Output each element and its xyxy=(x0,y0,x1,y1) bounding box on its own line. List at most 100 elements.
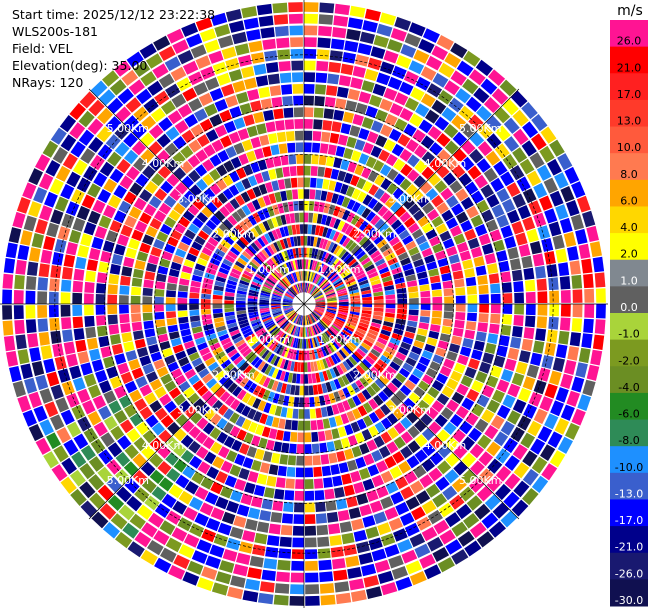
range-gate xyxy=(256,329,267,338)
range-gate xyxy=(342,329,352,337)
range-gate xyxy=(295,142,304,153)
range-gate xyxy=(318,226,325,237)
range-gate xyxy=(333,157,343,169)
range-gate xyxy=(356,327,367,335)
range-gate xyxy=(264,181,274,193)
range-gate xyxy=(202,283,213,290)
range-gate xyxy=(344,448,354,460)
range-gate xyxy=(132,470,148,485)
range-gate xyxy=(399,107,414,122)
range-gate xyxy=(387,257,398,266)
range-gate xyxy=(153,530,170,546)
range-gate xyxy=(215,276,227,283)
range-gate xyxy=(310,236,315,247)
range-gate xyxy=(427,509,443,525)
range-gate xyxy=(281,513,293,524)
range-gate xyxy=(243,365,253,376)
range-gate xyxy=(296,314,301,325)
range-gate xyxy=(251,341,261,350)
range-gate xyxy=(111,253,124,266)
range-gate xyxy=(529,152,545,169)
range-gate xyxy=(385,346,396,356)
range-gate xyxy=(253,343,263,353)
range-gate xyxy=(57,226,71,241)
range-gate xyxy=(295,248,299,258)
range-gate xyxy=(348,316,359,322)
range-gate xyxy=(368,329,379,337)
range-gate xyxy=(282,301,293,304)
range-gate xyxy=(283,250,290,261)
range-gate xyxy=(222,341,234,350)
range-gate xyxy=(468,69,486,86)
range-gate xyxy=(307,271,311,282)
range-gate xyxy=(334,415,344,427)
range-gate xyxy=(250,284,261,290)
range-gate xyxy=(73,268,85,281)
range-gate xyxy=(50,127,67,145)
range-gate xyxy=(461,397,475,411)
range-gate xyxy=(190,280,201,288)
range-gate xyxy=(328,393,336,404)
range-gate xyxy=(126,428,141,443)
range-gate xyxy=(96,126,113,143)
range-gate xyxy=(257,360,266,371)
range-gate xyxy=(277,559,291,571)
range-gate xyxy=(156,366,169,378)
azimuth-spoke xyxy=(88,88,305,305)
range-gate xyxy=(299,283,303,293)
range-gate xyxy=(95,283,107,294)
range-gate xyxy=(271,304,281,306)
range-gate xyxy=(360,342,371,351)
range-gate xyxy=(477,322,488,333)
range-gate xyxy=(334,181,343,193)
range-gate xyxy=(321,333,329,343)
range-gate xyxy=(312,311,321,319)
range-gate xyxy=(431,45,448,61)
range-gate xyxy=(501,282,512,293)
range-gate xyxy=(358,91,372,104)
range-gate xyxy=(245,267,255,275)
range-gate xyxy=(394,16,411,31)
range-gate xyxy=(109,376,123,389)
range-gate xyxy=(184,481,199,495)
range-gate xyxy=(209,88,224,102)
range-gate xyxy=(241,66,255,79)
range-gate xyxy=(313,349,319,360)
range-gate xyxy=(359,283,370,289)
range-gate xyxy=(341,222,350,233)
range-gate xyxy=(512,326,523,338)
range-gate xyxy=(175,248,187,258)
range-gate xyxy=(400,431,413,444)
range-gate xyxy=(304,60,316,71)
range-gate xyxy=(80,233,93,247)
range-gate xyxy=(78,110,95,128)
range-gate xyxy=(194,486,209,501)
range-gate xyxy=(290,584,304,595)
range-gate xyxy=(330,38,345,50)
range-gate xyxy=(371,474,384,488)
range-gate xyxy=(229,106,242,119)
range-gate xyxy=(289,287,297,296)
range-gate xyxy=(350,214,360,226)
range-gate xyxy=(159,393,172,406)
range-gate xyxy=(293,397,300,407)
range-gate xyxy=(87,411,102,426)
range-gate xyxy=(279,280,288,289)
range-gate xyxy=(300,374,304,384)
range-gate xyxy=(432,243,444,254)
range-gate xyxy=(225,9,242,22)
range-gate xyxy=(487,458,503,474)
range-gate xyxy=(362,180,373,193)
range-gate xyxy=(348,507,361,519)
range-gate xyxy=(290,37,303,48)
range-gate xyxy=(225,345,236,354)
range-gate xyxy=(163,195,177,208)
range-gate xyxy=(350,301,361,304)
range-gate xyxy=(95,369,108,383)
range-gate xyxy=(393,173,406,186)
range-gate xyxy=(134,531,152,548)
range-gate xyxy=(343,253,352,263)
range-gate xyxy=(49,178,64,195)
range-gate xyxy=(323,286,333,293)
range-gate xyxy=(367,57,382,71)
